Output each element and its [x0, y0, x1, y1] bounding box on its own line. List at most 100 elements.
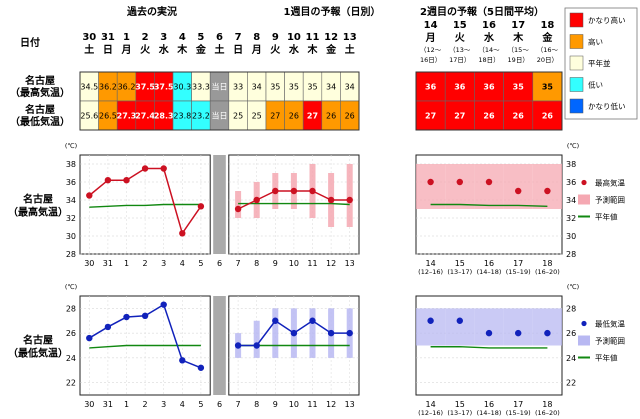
- forecast-range-bar: [346, 164, 353, 227]
- x-tick-label: 31: [103, 400, 113, 409]
- cell-value: 34: [345, 83, 355, 92]
- weekday: 木: [307, 43, 319, 56]
- week2-table-outline: [415, 71, 563, 131]
- y-tick-label-right: 28: [566, 304, 576, 313]
- row-sublabel: （最低気温）: [10, 115, 70, 128]
- forecast-point: [309, 317, 316, 324]
- forecast-point: [309, 187, 316, 195]
- legend-swatch: [569, 55, 584, 71]
- x-tick-label: 30: [84, 259, 94, 268]
- x-tick-label: 10: [289, 400, 299, 409]
- week2-day-number: 17: [511, 20, 525, 31]
- week2-cell-value: 26: [483, 112, 495, 121]
- week2-weekday: 火: [455, 32, 466, 44]
- weekday: 月: [121, 44, 132, 56]
- x-tick-label: 5: [198, 400, 203, 409]
- legend-point-marker: [581, 320, 587, 327]
- legend-label: かなり低い: [588, 101, 626, 111]
- legend-swatch: [569, 98, 584, 114]
- week2-point: [515, 187, 522, 195]
- y-tick-label: 22: [66, 379, 76, 388]
- week2-cell-value: 26: [513, 112, 525, 121]
- cell-value: 25.6: [80, 112, 98, 121]
- legend-swatch: [569, 12, 584, 28]
- y-tick-label: 32: [66, 214, 76, 223]
- week2-x-tick-label: 17: [513, 259, 523, 268]
- y-tick-label-right: 26: [566, 329, 576, 338]
- cell-value: 30.3: [173, 83, 191, 92]
- unit-label: (℃): [65, 142, 77, 150]
- week2-title: 2週目の予報（5日間平均）: [420, 5, 544, 18]
- week2-cell: [415, 100, 446, 131]
- weekday: 金: [195, 43, 207, 56]
- week2-range-start: （14～: [478, 46, 500, 54]
- normal-line-past: [89, 203, 201, 208]
- week2-cell-value: 36: [454, 83, 466, 92]
- y-tick-label: 30: [66, 232, 76, 241]
- x-tick-label: 3: [161, 400, 166, 409]
- week2-range-start: （13～: [449, 46, 471, 54]
- week2-x-tick-label: 15: [455, 259, 465, 268]
- week2-point: [427, 317, 434, 324]
- week2-range-band: [474, 164, 504, 209]
- week2-x-subtick-label: (15–19): [506, 268, 531, 276]
- x-tick-label: 10: [289, 259, 299, 268]
- forecast-point: [272, 317, 279, 324]
- x-tick-label: 8: [254, 259, 259, 268]
- week2-x-tick-label: 14: [426, 400, 436, 409]
- day-number: 7: [235, 32, 242, 43]
- week2-x-tick-label: 18: [542, 259, 552, 268]
- x-tick-label: 6: [217, 400, 222, 409]
- week2-cell-value: 35: [513, 83, 525, 92]
- weekday: 土: [215, 43, 225, 56]
- cell-value: 35: [307, 83, 317, 92]
- legend-range-label: 予測範囲: [595, 195, 625, 205]
- cell-value: 26: [289, 112, 299, 121]
- chart-side-sublabel: （最高気温）: [8, 206, 68, 219]
- week2-range-band: [445, 308, 475, 346]
- observed-point: [123, 313, 130, 321]
- y-tick-label: 26: [66, 329, 76, 338]
- cell-value: 23.8: [173, 112, 191, 121]
- week2-weekday: 月: [425, 32, 436, 44]
- normal-line-forecast: [238, 202, 350, 206]
- y-tick-label-right: 32: [566, 214, 576, 223]
- observed-point: [86, 334, 93, 342]
- day-number: 9: [272, 32, 279, 43]
- week2-weekday: 水: [483, 31, 495, 44]
- forecast-point: [234, 342, 242, 349]
- observed-point: [86, 192, 93, 199]
- unit-label-right: (℃): [567, 142, 579, 150]
- week2-range-end: 20日）: [537, 56, 558, 64]
- week2-day-number: 14: [424, 20, 438, 31]
- week2-range-start: （15～: [508, 46, 530, 54]
- week2-range-end: 17日）: [449, 56, 470, 64]
- week2-range-band: [445, 164, 475, 209]
- cell-value: 25: [233, 112, 243, 121]
- legend-label: 高い: [588, 37, 603, 47]
- y-tick-label-right: 28: [566, 250, 576, 259]
- weekday: 木: [176, 43, 188, 56]
- row-label: 名古屋: [25, 103, 55, 116]
- x-tick-label: 12: [326, 259, 336, 268]
- x-tick-label: 11: [307, 400, 317, 409]
- weekday: 火: [270, 44, 281, 56]
- observed-point: [160, 301, 167, 308]
- normal-line-week2: [430, 346, 548, 349]
- x-tick-label: 13: [345, 259, 355, 268]
- cell-value: 35: [270, 83, 280, 92]
- week2-cell: [503, 100, 534, 131]
- unit-label-right: (℃): [567, 283, 579, 291]
- week2-range-band: [416, 164, 446, 209]
- week2-x-tick-label: 17: [513, 400, 523, 409]
- day-number: 11: [306, 32, 320, 43]
- weekday: 日: [233, 44, 243, 56]
- forecast-point: [327, 329, 335, 337]
- y-tick-label-right: 38: [566, 160, 576, 169]
- week2-point: [456, 317, 463, 324]
- observed-point: [197, 203, 205, 210]
- legend-range-marker: [578, 194, 590, 205]
- cell-value: 23.2: [192, 112, 210, 121]
- week2-point: [485, 178, 493, 186]
